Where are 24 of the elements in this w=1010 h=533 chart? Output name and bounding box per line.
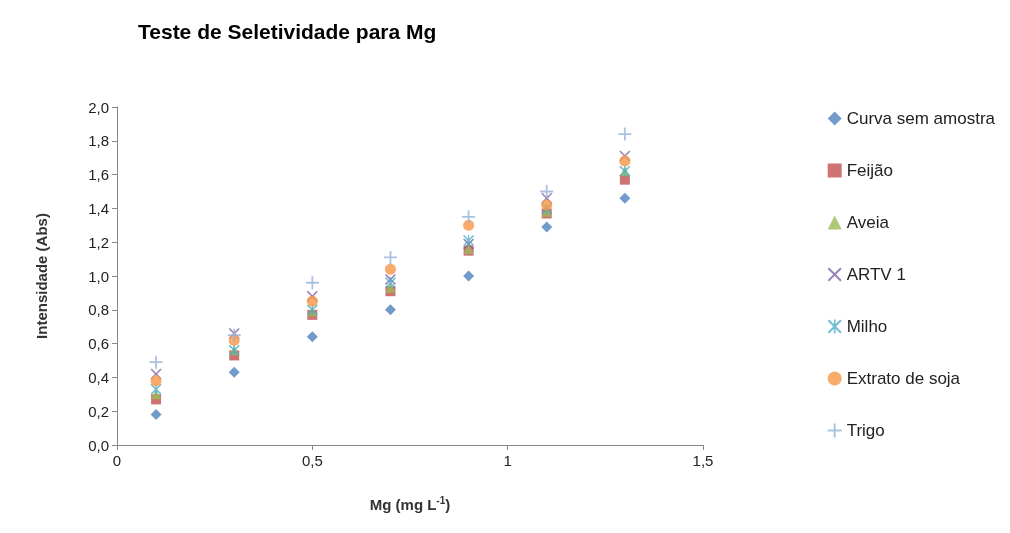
legend-label: Aveia — [846, 213, 890, 232]
y-tick-label: 0,6 — [88, 335, 109, 353]
y-tick-label: 0,4 — [88, 368, 109, 386]
y-tick-label: 1,8 — [88, 132, 109, 150]
y-tick-label: 0,8 — [88, 301, 109, 319]
legend-label: Milho — [846, 317, 888, 336]
legend-label: Trigo — [846, 421, 885, 440]
y-tick-label: 2,0 — [88, 98, 109, 116]
legend-label: Curva sem amostra — [846, 109, 996, 128]
y-tick-label: 1,2 — [88, 233, 109, 251]
x-tick-label: 1,5 — [692, 452, 714, 469]
y-tick-label: 1,4 — [88, 199, 109, 217]
y-tick-label: 1,6 — [88, 166, 109, 184]
legend-label: Feijão — [846, 161, 893, 180]
y-axis-title: Intensidade (Abs) — [33, 213, 50, 339]
y-tick-label: 0,0 — [88, 436, 109, 454]
x-tick-label: 0 — [112, 452, 122, 469]
y-tick-label: 1,0 — [88, 267, 109, 285]
chart-title: Teste de Seletividade para Mg — [138, 20, 437, 43]
legend-label: ARTV 1 — [846, 265, 906, 284]
y-tick-label: 0,2 — [88, 402, 109, 420]
x-tick-label: 1 — [503, 452, 512, 469]
x-tick-label: 0,5 — [301, 452, 323, 469]
legend-label: Extrato de soja — [846, 369, 961, 388]
